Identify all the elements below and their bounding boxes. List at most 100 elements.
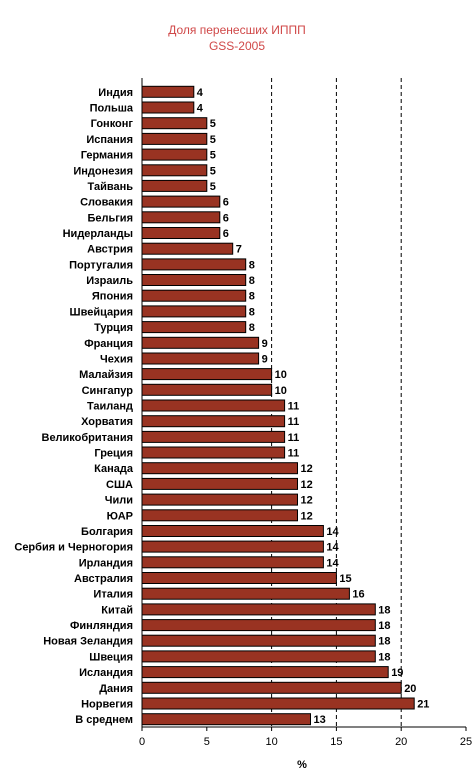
bar-11: [141, 242, 234, 255]
bar-26: [141, 477, 298, 490]
category-label: США: [106, 479, 133, 491]
category-label: Гонконг: [91, 118, 134, 130]
value-label: 8: [249, 322, 255, 334]
category-label: Норвегия: [81, 699, 133, 711]
bar-12: [141, 258, 247, 271]
category-label: Япония: [92, 291, 133, 303]
value-label: 7: [236, 244, 242, 256]
category-label: Италия: [93, 589, 133, 601]
bar-28: [141, 509, 298, 522]
value-label: 11: [288, 401, 300, 413]
bar-1: [141, 85, 195, 98]
value-label: 11: [288, 416, 300, 428]
chart-title: Доля перенесших ИППП: [168, 23, 306, 37]
value-label: 18: [378, 651, 390, 663]
bar-40: [141, 697, 415, 710]
value-label: 14: [326, 526, 339, 538]
category-label: Чехия: [100, 354, 133, 366]
category-label: Великобритания: [42, 432, 134, 444]
category-label: Австралия: [74, 573, 133, 585]
chart-title-block: Доля перенесших ИППП GSS-2005: [0, 22, 474, 54]
bar-32: [141, 572, 337, 584]
bar-41: [141, 713, 311, 726]
bar-8: [141, 195, 221, 208]
value-label: 9: [262, 338, 268, 350]
bar-9: [141, 211, 221, 224]
value-label: 15: [339, 573, 351, 585]
value-label: 8: [249, 306, 255, 318]
category-label: Индонезия: [73, 165, 133, 177]
category-label: Швеция: [89, 651, 133, 663]
category-label: ЮАР: [107, 510, 133, 522]
bar-15: [141, 305, 247, 318]
category-label: Исландия: [79, 667, 133, 679]
value-label: 8: [249, 259, 255, 271]
value-label: 19: [391, 667, 403, 679]
value-label: 4: [197, 103, 204, 115]
value-label: 12: [301, 510, 313, 522]
category-label: Китай: [101, 604, 133, 616]
category-label: Болгария: [81, 526, 133, 538]
value-label: 10: [275, 369, 287, 381]
bar-2: [141, 101, 195, 114]
value-label: 8: [249, 275, 255, 287]
value-label: 16: [352, 589, 364, 601]
value-label: 8: [249, 291, 255, 303]
bar-22: [141, 415, 286, 428]
bar-17: [141, 336, 260, 349]
value-label: 10: [275, 385, 287, 397]
category-label: Испания: [86, 134, 133, 146]
x-tick-label: 0: [139, 736, 145, 748]
bar-5: [141, 148, 208, 161]
bar-13: [141, 274, 247, 286]
value-label: 6: [223, 212, 229, 224]
bar-18: [141, 352, 260, 365]
bar-21: [141, 399, 286, 412]
category-label: Тайвань: [88, 181, 134, 193]
value-label: 21: [417, 699, 429, 711]
x-tick-label: 10: [265, 736, 277, 748]
category-label: Германия: [81, 150, 133, 162]
bar-16: [141, 321, 247, 334]
value-label: 12: [301, 495, 313, 507]
category-label: Хорватия: [81, 416, 133, 428]
bar-23: [141, 430, 286, 443]
category-label: Индия: [98, 87, 133, 99]
x-tick-label: 5: [204, 736, 210, 748]
value-label: 14: [326, 557, 339, 569]
category-label: Турция: [94, 322, 133, 334]
category-label: Греция: [94, 448, 133, 460]
category-label: Португалия: [69, 259, 133, 271]
value-label: 5: [210, 181, 216, 193]
value-label: 11: [288, 432, 300, 444]
value-label: 9: [262, 354, 268, 366]
bar-19: [141, 368, 273, 381]
bar-14: [141, 289, 247, 302]
value-label: 4: [197, 87, 204, 99]
category-label: Канада: [94, 463, 134, 475]
value-label: 5: [210, 118, 216, 130]
value-label: 5: [210, 134, 216, 146]
category-label: Сингапур: [82, 385, 134, 397]
bar-29: [141, 525, 324, 537]
x-tick-label: 15: [330, 736, 342, 748]
bar-7: [141, 179, 208, 192]
value-label: 5: [210, 150, 216, 162]
value-label: 20: [404, 683, 416, 695]
value-label: 18: [378, 620, 390, 632]
bar-35: [141, 619, 376, 632]
chart-subtitle: GSS-2005: [208, 39, 266, 53]
value-label: 14: [326, 542, 339, 554]
bar-6: [141, 164, 208, 177]
bar-36: [141, 634, 376, 647]
bar-24: [141, 446, 286, 459]
bar-27: [141, 493, 298, 506]
x-tick-label: 20: [395, 736, 407, 748]
bar-25: [141, 462, 298, 475]
bar-31: [141, 556, 324, 569]
category-label: Дания: [99, 683, 133, 695]
bar-3: [141, 117, 208, 130]
category-label: Бельгия: [87, 212, 133, 224]
category-label: В среднем: [75, 714, 133, 726]
value-label: 13: [314, 714, 326, 726]
